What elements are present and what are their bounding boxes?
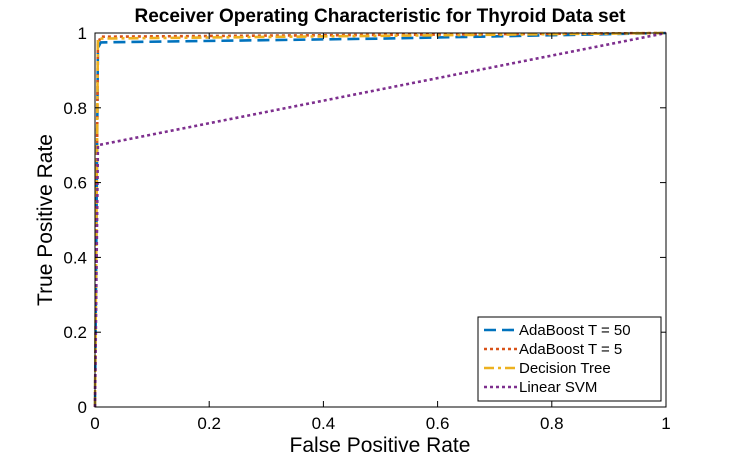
legend: AdaBoost T = 50 AdaBoost T = 5 Decision Tr… xyxy=(477,316,662,402)
x-tick-label: 0.2 xyxy=(197,414,221,433)
chart-title: Receiver Operating Characteristic for Th… xyxy=(135,6,627,27)
x-tick-label: 1 xyxy=(661,414,670,433)
legend-label-4: Linear SVM xyxy=(519,379,597,396)
y-tick-label: 0.6 xyxy=(63,174,87,193)
x-tick-label: 0.6 xyxy=(426,414,450,433)
y-axis-label: True Positive Rate xyxy=(34,134,57,306)
x-axis-label: False Positive Rate xyxy=(290,434,471,457)
x-tick-label: 0.4 xyxy=(312,414,336,433)
x-tick-label: 0 xyxy=(90,414,99,433)
y-tick-label: 0.2 xyxy=(63,323,87,342)
y-tick-label: 0 xyxy=(78,398,87,417)
legend-label-1: AdaBoost T = 50 xyxy=(519,322,631,339)
series-layer xyxy=(93,31,667,408)
x-tick-label: 0.8 xyxy=(540,414,564,433)
y-tick-label: 0.4 xyxy=(63,248,87,267)
y-tick-label: 0.8 xyxy=(63,99,87,118)
axis-ticks: 0 0.2 0.4 0.6 0.8 1 0 0.2 0.4 0.6 0.8 1 xyxy=(63,24,670,433)
y-tick-label: 1 xyxy=(78,24,87,43)
plot-area-frame xyxy=(94,32,667,408)
legend-label-2: AdaBoost T = 5 xyxy=(519,341,622,358)
legend-label-3: Decision Tree xyxy=(519,360,611,377)
